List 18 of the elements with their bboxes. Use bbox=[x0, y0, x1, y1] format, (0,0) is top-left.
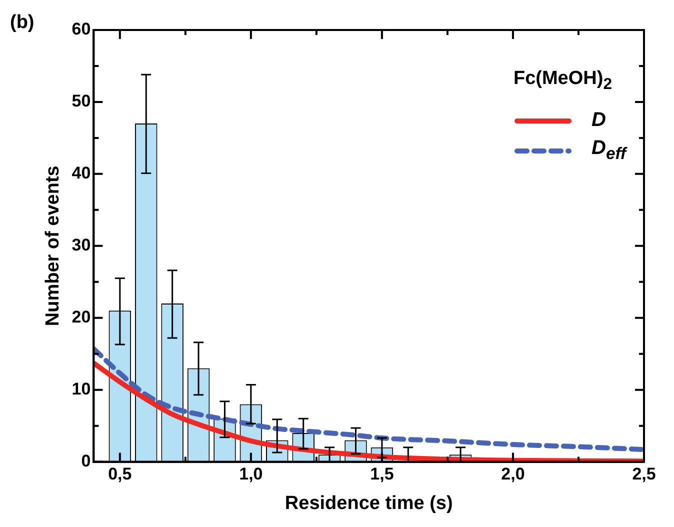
y-tick-label: 30 bbox=[72, 236, 91, 255]
y-tick-label: 10 bbox=[72, 380, 91, 399]
y-tick-label: 50 bbox=[72, 92, 91, 111]
x-tick-label: 2,0 bbox=[501, 464, 525, 484]
legend-title: Fc(MeOH)$_{2}$ bbox=[513, 68, 614, 94]
y-tick-label: 60 bbox=[72, 20, 91, 39]
x-tick-label: 1,5 bbox=[370, 464, 394, 484]
text: (b) bbox=[10, 12, 34, 34]
y-tick-label: 40 bbox=[72, 164, 91, 183]
x-tick-label: 2,5 bbox=[632, 464, 656, 484]
legend-label: D bbox=[591, 109, 606, 132]
y-axis-title: Number of events bbox=[42, 166, 64, 326]
x-axis-title: Residence time (s) bbox=[284, 492, 453, 514]
x-tick-label: 0,5 bbox=[108, 464, 132, 484]
legend-label: D$_{eff}$ bbox=[591, 137, 626, 164]
y-tick-label: 0 bbox=[81, 451, 91, 470]
y-tick-label: 20 bbox=[72, 308, 91, 327]
x-tick-label: 1,0 bbox=[239, 464, 263, 484]
